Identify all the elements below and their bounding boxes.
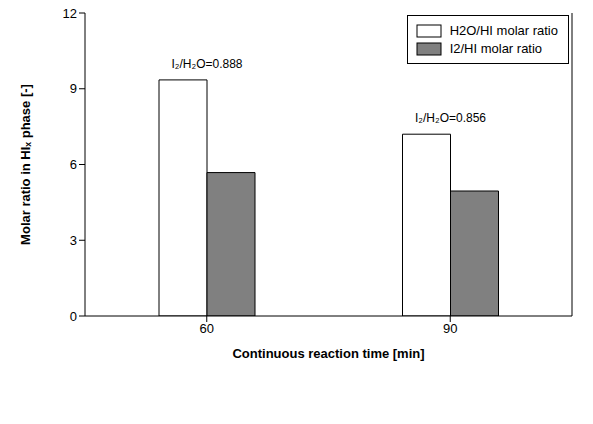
html-text:I2/HI molar ratio: I2/HI molar ratio <box>449 41 543 56</box>
svg-text:Molar ratio in HIₓ phase [-]: Molar ratio in HIₓ phase [-] <box>18 84 33 245</box>
svg-text:60: 60 <box>200 321 214 336</box>
svg-text:0: 0 <box>70 309 77 324</box>
svg-text:12: 12 <box>63 6 77 21</box>
html-text:H2O/HI molar ratio: H2O/HI molar ratio <box>449 23 558 38</box>
svg-text:9: 9 <box>70 81 77 96</box>
svg-text:Continuous reaction time [min]: Continuous reaction time [min] <box>232 346 424 361</box>
svg-text:6: 6 <box>70 157 77 172</box>
svg-text:I₂/H₂O=0.856: I₂/H₂O=0.856 <box>415 111 486 125</box>
svg-text:I₂/H₂O=0.888: I₂/H₂O=0.888 <box>171 57 242 71</box>
svg-text:3: 3 <box>70 233 77 248</box>
svg-text:90: 90 <box>443 321 457 336</box>
